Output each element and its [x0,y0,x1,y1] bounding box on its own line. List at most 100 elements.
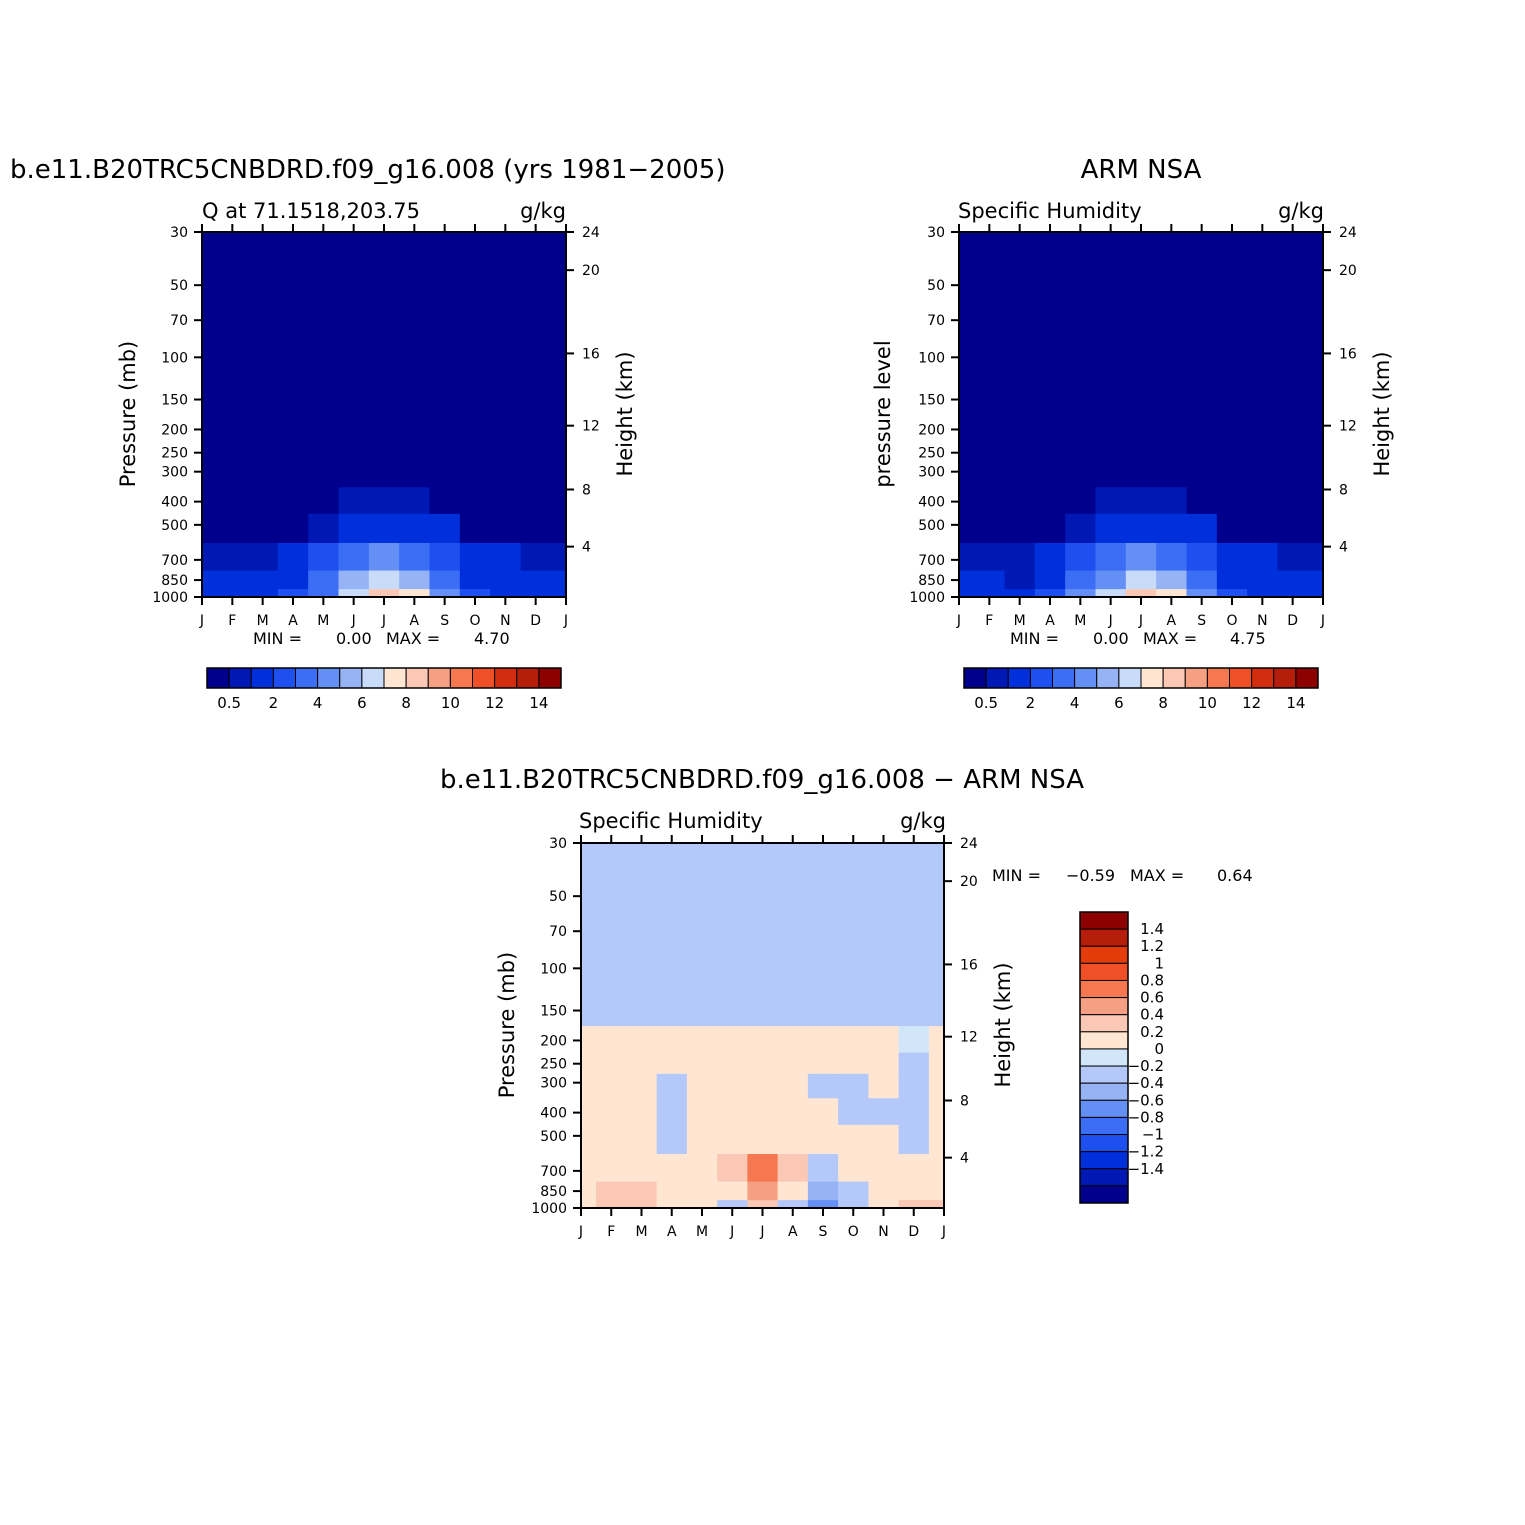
heatmap-cell [520,513,552,543]
heatmap-cell [459,441,491,463]
heatmap-cell [868,989,900,1027]
heatmap-cell [596,1180,627,1201]
colorbar-label: −0.4 [1128,1074,1164,1092]
heatmap-cell [277,569,309,590]
heatmap-cell [1277,513,1309,543]
heatmap-cell [868,913,900,951]
panel-obs-colorbar: 0.5 2 4 6 8 10 12 14 [963,667,1319,712]
heatmap-cell [928,1073,945,1099]
colorbar-label: 10 [441,694,460,712]
heatmap-cell [838,1097,869,1125]
x-tick-label: A [410,613,420,629]
heatmap-cell [490,378,522,416]
heatmap-cell [338,232,370,260]
heatmap-cell [202,462,218,488]
colorbar-label: 4 [1070,694,1080,712]
heatmap-cell [1277,232,1309,260]
panel-obs-plot: J F M A M J J A S O N D J 30 50 70 100 150 200 250 300 400 500… [909,224,1357,629]
heatmap-cell [1004,258,1036,304]
heatmap-cell [898,1153,930,1182]
colorbar-label: 6 [1114,694,1124,712]
heatmap-cell [277,462,309,488]
heatmap-cell [1156,338,1188,380]
heatmap-cell [974,302,1006,340]
x-tick-label: J [563,613,568,629]
heatmap-cell [1065,462,1097,488]
heatmap-cell [1247,588,1279,598]
heatmap-cell [717,1124,748,1154]
heatmap-cell [338,569,370,590]
colorbar-swatch [1079,1048,1129,1067]
heatmap-cell [1004,588,1036,598]
y-tick-label: 700 [918,553,945,569]
heatmap-cell [217,338,249,380]
colorbar-swatch [985,667,1009,689]
heatmap-cell [429,378,461,416]
panel-obs-stats: MIN = 0.00 MAX = 4.75 [1010,629,1266,648]
panel-model-title: b.e11.B20TRC5CNBDRD.f09_g16.008 (yrs 198… [10,155,725,185]
heatmap-cell [429,338,461,380]
heatmap-cell [490,232,522,260]
heatmap-cell [1186,338,1218,380]
heatmap-cell [717,1180,748,1201]
heatmap-cell [1125,414,1157,442]
heatmap-cell [898,1073,930,1099]
x-tick-label: A [1167,613,1177,629]
heatmap-cell [308,542,340,571]
colorbar-label: 0 [1154,1040,1164,1058]
colorbar-swatch [1206,667,1231,689]
heatmap-cell [217,378,249,416]
y-tick-label: 500 [161,518,188,534]
heatmap-cell [807,869,839,915]
heatmap-cell [429,513,461,543]
panel-diff-ylabel: Pressure (mb) [495,952,519,1099]
heatmap-cell [777,1124,809,1154]
heatmap-cell [959,338,975,380]
heatmap-cell [1004,486,1036,514]
y-tick-label: 500 [918,518,945,534]
heatmap-cell [1065,441,1097,463]
y-right-tick-label: 24 [582,225,600,241]
heatmap-cell [838,843,869,871]
y-right-tick-label: 4 [582,540,591,556]
heatmap-cell [399,542,431,571]
heatmap-cell [1216,414,1248,442]
heatmap-cell [898,913,930,951]
colorbar-swatch [449,667,474,689]
heatmap-cell [959,462,975,488]
panel-model: b.e11.B20TRC5CNBDRD.f09_g16.008 (yrs 198… [10,155,725,712]
colorbar-swatch [1079,1134,1129,1153]
colorbar-label: −0.8 [1128,1108,1164,1126]
panel-obs-ylabel: pressure level [871,340,895,487]
y-right-tick-label: 20 [1339,263,1357,279]
heatmap-cell [974,513,1006,543]
y-tick-label: 300 [161,465,188,481]
heatmap-cell [368,569,400,590]
colorbar-swatch [1079,945,1129,964]
x-tick-label: S [819,1224,828,1240]
heatmap-cell [626,1052,658,1074]
colorbar-label: 0.2 [1140,1023,1164,1041]
heatmap-cell [1247,441,1279,463]
panel-model-min-label: MIN = [253,629,302,648]
heatmap-cell [807,1180,839,1201]
heatmap-cell [717,1025,748,1053]
heatmap-cell [959,588,975,598]
heatmap-cell [202,232,218,260]
heatmap-cell [596,1097,627,1125]
heatmap-cell [838,1124,869,1154]
y-tick-label: 70 [549,924,567,940]
colorbar-label: 10 [1198,694,1217,712]
heatmap-cell [202,513,218,543]
heatmap-cell [202,378,218,416]
panel-obs-max-value: 4.75 [1230,629,1266,648]
heatmap-cell [928,1153,945,1182]
heatmap-cell [1156,378,1188,416]
heatmap-cell [1156,542,1188,571]
heatmap-cell [520,588,552,598]
heatmap-cell [1156,441,1188,463]
heatmap-cell [1247,513,1279,543]
heatmap-cell [1186,232,1218,260]
heatmap-cell [807,1124,839,1154]
heatmap-cell [399,302,431,340]
